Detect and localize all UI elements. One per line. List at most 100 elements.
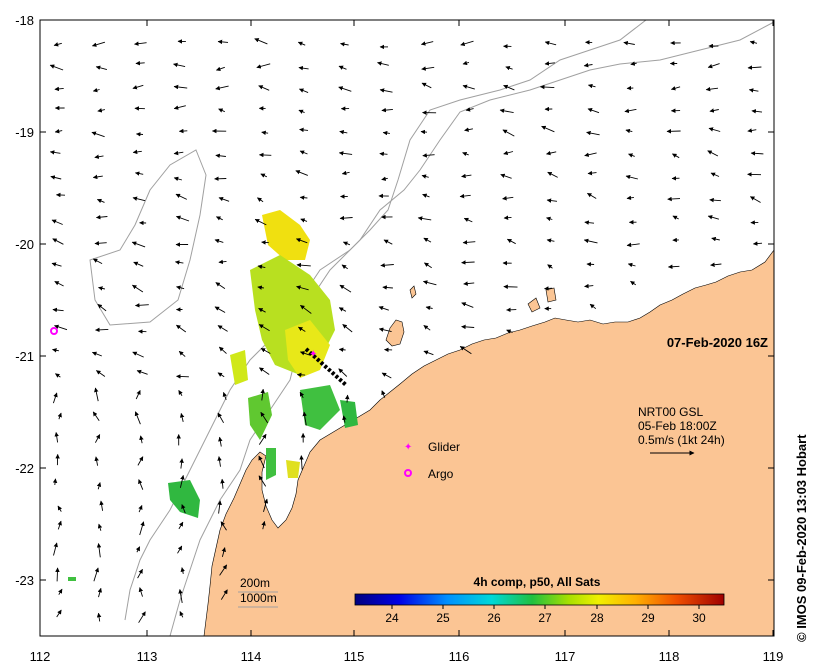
current-arrow	[425, 305, 433, 311]
y-tick-label: -18	[15, 13, 34, 28]
current-arrow	[220, 589, 228, 600]
current-arrow	[667, 196, 681, 202]
x-tick-label: 113	[137, 649, 158, 664]
current-arrow	[94, 456, 99, 466]
coastal-islet	[545, 287, 557, 303]
current-arrow	[750, 151, 764, 156]
current-arrow	[95, 327, 109, 333]
current-arrow	[94, 154, 104, 159]
current-arrow	[95, 65, 108, 71]
glider-legend: ✦ Glider	[404, 440, 460, 454]
argo-label: Argo	[428, 467, 454, 481]
current-arrow	[254, 38, 268, 45]
current-arrow	[55, 567, 60, 582]
current-arrow	[219, 564, 228, 576]
sst-patch	[248, 392, 272, 440]
current-arrow	[51, 262, 62, 267]
current-arrow	[624, 108, 637, 114]
current-arrow	[175, 193, 187, 200]
current-arrow	[57, 412, 62, 420]
current-arrow	[260, 173, 267, 178]
current-arrow	[345, 394, 350, 403]
current-arrow	[131, 241, 146, 248]
current-arrow	[57, 505, 62, 512]
current-arrow	[135, 389, 141, 400]
current-arrow	[53, 542, 58, 556]
current-arrow	[342, 415, 347, 423]
current-arrow	[507, 238, 516, 245]
current-arrow	[217, 325, 228, 332]
current-arrow	[96, 198, 105, 204]
current-arrow	[584, 220, 595, 225]
current-arrow	[747, 65, 762, 70]
current-arrow	[134, 303, 149, 308]
current-arrow	[422, 193, 430, 198]
current-arrow	[462, 240, 476, 245]
current-arrow	[381, 107, 393, 113]
current-arrow	[173, 84, 188, 90]
y-axis-labels: -18 -19 -20 -21 -22 -23	[15, 13, 34, 588]
y-tick-label: -21	[15, 349, 34, 364]
current-arrow	[97, 523, 103, 531]
current-arrow	[53, 42, 62, 47]
current-arrow	[179, 474, 185, 488]
current-arrow	[138, 479, 144, 490]
colorbar-ramp	[354, 593, 725, 606]
current-arrow	[505, 66, 513, 71]
current-arrow	[174, 260, 184, 265]
current-arrow	[260, 348, 271, 354]
current-legend: NRT00 GSL 05-Feb 18:00Z 0.5m/s (1kt 24h)	[638, 405, 725, 456]
current-arrow	[503, 284, 518, 289]
x-axis-labels: 112 113 114 115 116 117 118 119	[30, 649, 784, 664]
argo-symbol	[404, 469, 412, 477]
current-arrow	[179, 412, 185, 423]
current-arrow	[299, 455, 304, 470]
current-arrow	[50, 175, 62, 180]
current-arrow	[541, 125, 555, 133]
current-arrow	[502, 129, 515, 137]
isobath-1000m	[124, 20, 647, 621]
current-arrow	[338, 347, 346, 352]
current-arrow	[56, 609, 62, 618]
current-arrow	[379, 151, 388, 157]
current-arrow	[711, 236, 720, 242]
current-arrow	[175, 215, 190, 222]
current-arrow	[338, 65, 347, 70]
current-scale-label: 0.5m/s (1kt 24h)	[638, 433, 725, 447]
current-arrow	[503, 215, 512, 220]
current-arrow	[176, 324, 187, 333]
current-arrow	[672, 215, 679, 220]
current-arrow	[423, 325, 431, 331]
current-arrow	[135, 60, 145, 66]
current-arrow	[707, 63, 720, 69]
current-arrow	[464, 127, 473, 132]
colorbar-ticks	[391, 605, 700, 609]
current-arrow	[672, 153, 680, 159]
current-arrow	[296, 262, 311, 268]
current-arrow	[587, 170, 597, 176]
current-arrow	[134, 41, 147, 46]
current-time-label: 05-Feb 18:00Z	[638, 419, 717, 433]
colorbar-title: 4h comp, p50, All Sats	[474, 575, 601, 589]
current-arrow	[747, 128, 757, 133]
current-arrow	[752, 241, 763, 246]
current-arrow	[134, 171, 144, 176]
current-arrow	[380, 263, 394, 268]
colorbar-tick-label: 27	[538, 611, 552, 625]
current-arrow	[178, 390, 183, 396]
current-arrow	[99, 500, 104, 511]
current-arrow	[379, 88, 393, 93]
isobath-legend: 200m 1000m	[238, 576, 278, 608]
current-vectors	[49, 38, 764, 623]
sst-patch	[262, 210, 310, 260]
current-arrow	[97, 108, 105, 113]
current-arrow	[381, 390, 386, 398]
y-tick-label: -19	[15, 125, 34, 140]
current-arrow	[54, 86, 64, 92]
current-arrow	[750, 196, 761, 203]
current-arrow	[54, 128, 63, 134]
current-arrow	[461, 260, 475, 265]
current-arrow	[177, 545, 183, 554]
current-arrow	[709, 108, 719, 113]
